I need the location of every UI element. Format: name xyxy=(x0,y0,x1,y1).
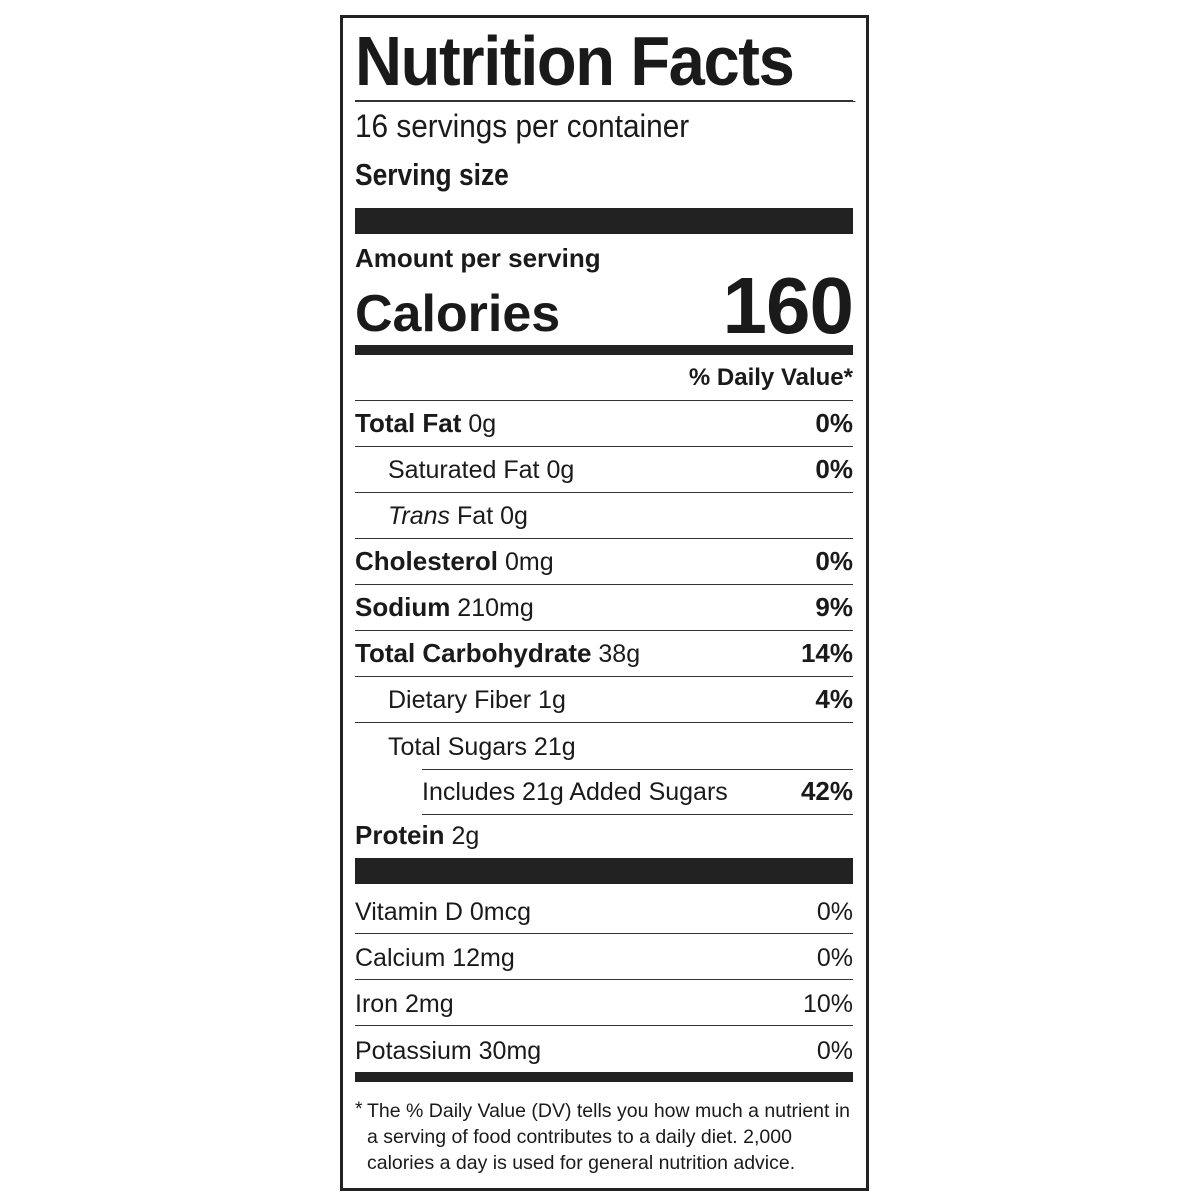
nutrient-dv: 14% xyxy=(800,638,853,668)
nutrient-name: Fat xyxy=(457,502,494,530)
nutrient-name: Total Fat xyxy=(355,408,462,438)
nutrient-dv: 0% xyxy=(815,454,853,484)
nutrient-name: Total Carbohydrate xyxy=(355,638,592,668)
servings-per-container: 16 servings per container xyxy=(355,108,690,144)
nutrient-amount: 210mg xyxy=(457,594,534,622)
nutrient-dv: 0% xyxy=(815,408,853,438)
nutrient-name: Saturated Fat xyxy=(388,456,540,484)
vitamin-dv: 10% xyxy=(802,990,853,1018)
footnote-star: * xyxy=(355,1098,363,1120)
nutrient-row-added-sugars: Includes 21g Added Sugars 42% xyxy=(422,770,853,815)
nutrient-dv: 9% xyxy=(815,592,853,622)
added-sugars-wrap: Includes 21g Added Sugars 42% xyxy=(422,769,853,815)
medium-divider xyxy=(355,1072,853,1082)
vitamin-row-iron: Iron 2mg 10% xyxy=(355,980,853,1026)
medium-divider xyxy=(355,345,853,355)
nutrition-facts-label: Nutrition Facts 16 servings per containe… xyxy=(340,15,869,1191)
title-section: Nutrition Facts xyxy=(355,21,856,102)
nutrient-row-total-sugars: Total Sugars 21g xyxy=(355,723,853,769)
serving-size-label: Serving size xyxy=(355,157,509,192)
nutrient-dv: 4% xyxy=(815,684,853,714)
nutrient-amount: 1g xyxy=(538,686,566,714)
nutrient-amount: 0g xyxy=(468,410,497,438)
nutrient-name-italic: Trans xyxy=(388,502,451,530)
nutrient-row-dietary-fiber: Dietary Fiber 1g 4% xyxy=(355,677,853,723)
nutrient-dv: 0% xyxy=(815,546,853,576)
nutrient-name: Cholesterol xyxy=(355,546,499,576)
nutrient-amount: 0mg xyxy=(504,548,554,576)
nutrient-name: Protein xyxy=(355,820,445,850)
nutrient-name: Sodium xyxy=(355,592,451,622)
vitamin-row-calcium: Calcium 12mg 0% xyxy=(355,934,853,980)
nutrient-row-protein: Protein 2g xyxy=(355,815,853,858)
vitamin-dv: 0% xyxy=(816,944,853,972)
calories-label: Calories xyxy=(355,285,561,343)
vitamin-label: Iron 2mg xyxy=(355,990,454,1018)
nutrient-amount: 0g xyxy=(546,456,575,484)
footnote: * The % Daily Value (DV) tells you how m… xyxy=(355,1082,853,1176)
nutrient-dv: 42% xyxy=(800,776,853,806)
nutrient-amount: 2g xyxy=(451,822,480,850)
nutrient-row-total-fat: Total Fat 0g 0% xyxy=(355,401,853,447)
vitamin-row-potassium: Potassium 30mg 0% xyxy=(355,1026,853,1072)
nutrient-row-cholesterol: Cholesterol 0mg 0% xyxy=(355,539,853,585)
vitamin-label: Potassium 30mg xyxy=(355,1037,542,1065)
nutrient-amount: 0g xyxy=(500,502,528,530)
vitamin-row-vitamin-d: Vitamin D 0mcg 0% xyxy=(355,884,853,934)
daily-value-header: % Daily Value* xyxy=(355,355,853,401)
footnote-text: The % Daily Value (DV) tells you how muc… xyxy=(367,1100,851,1174)
calories-row: Calories 160 xyxy=(355,266,854,346)
nutrient-name: Includes 21g Added Sugars xyxy=(422,778,728,806)
nutrient-name: Dietary Fiber xyxy=(388,686,532,714)
vitamin-label: Vitamin D 0mcg xyxy=(355,898,531,926)
nutrient-amount: 21g xyxy=(533,733,576,761)
label-title: Nutrition Facts xyxy=(355,21,856,102)
nutrient-row-sodium: Sodium 210mg 9% xyxy=(355,585,853,631)
amount-per-serving: Amount per serving xyxy=(355,243,601,273)
thick-divider xyxy=(355,208,853,234)
nutrient-amount: 38g xyxy=(598,640,641,668)
vitamin-label: Calcium 12mg xyxy=(355,944,515,972)
nutrient-name: Total Sugars xyxy=(388,733,527,761)
nutrient-row-trans-fat: Trans Fat 0g xyxy=(355,493,853,539)
nutrient-row-saturated-fat: Saturated Fat 0g 0% xyxy=(355,447,853,493)
vitamin-dv: 0% xyxy=(816,1037,853,1065)
nutrient-row-total-carbohydrate: Total Carbohydrate 38g 14% xyxy=(355,631,853,677)
calories-value: 160 xyxy=(722,261,854,350)
vitamin-dv: 0% xyxy=(816,898,853,926)
thick-divider xyxy=(355,858,853,884)
